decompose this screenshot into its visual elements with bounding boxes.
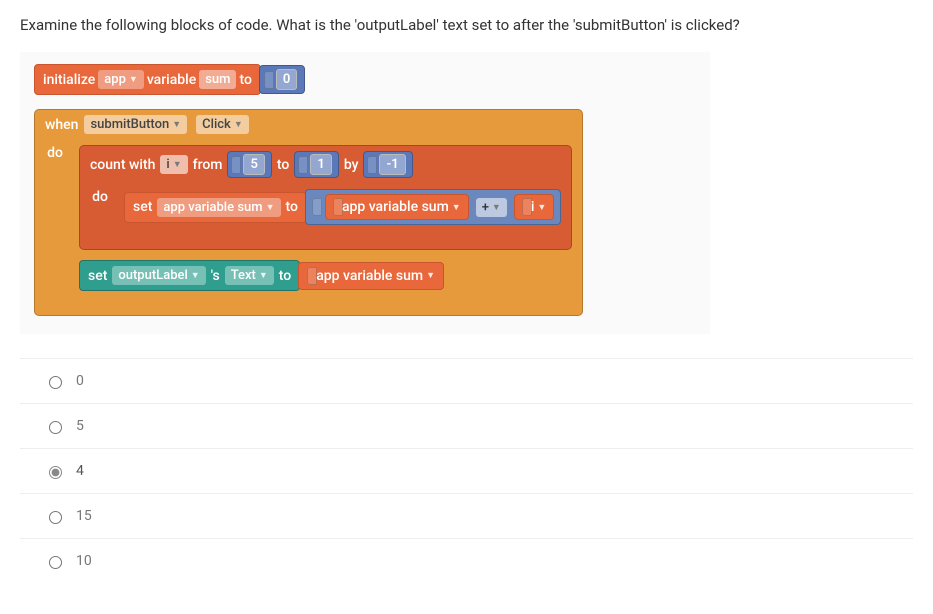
chevron-down-icon: ▼ (173, 159, 182, 170)
scope-dropdown[interactable]: app▼ (98, 70, 144, 89)
block-connector-icon (298, 156, 308, 174)
answer-label: 10 (76, 553, 92, 569)
chevron-down-icon: ▼ (266, 202, 275, 213)
chevron-down-icon: ▼ (452, 202, 461, 213)
number-value[interactable]: 0 (276, 69, 297, 90)
kw-to: to (239, 72, 251, 88)
action-dropdown[interactable]: Click▼ (196, 115, 249, 134)
set-var-block: set app variable sum▼ to (124, 192, 307, 223)
event-header: when submitButton▼ Click▼ (35, 110, 582, 139)
answer-option[interactable]: 0 (20, 358, 913, 403)
expression-block: app variable sum▼ +▼ i▼ (305, 189, 561, 225)
answer-radio[interactable] (49, 556, 62, 569)
answer-radio[interactable] (49, 421, 62, 434)
answer-label: 4 (76, 463, 84, 479)
answer-option[interactable]: 5 (20, 403, 913, 448)
kw-do: do (35, 139, 75, 301)
kw-do: do (80, 183, 120, 235)
answer-option[interactable]: 4 (20, 448, 913, 493)
loop-block: count with i▼ from 5 to 1 (79, 145, 572, 250)
kw-to: to (286, 199, 298, 215)
component-dropdown[interactable]: submitButton▼ (84, 115, 187, 134)
chevron-down-icon: ▼ (259, 270, 268, 281)
to-value[interactable]: 1 (310, 154, 331, 175)
chevron-down-icon: ▼ (492, 202, 501, 213)
set-var-row: set app variable sum▼ to (124, 189, 561, 225)
answer-radio[interactable] (49, 376, 62, 389)
from-value[interactable]: 5 (243, 154, 264, 175)
var-ref-label[interactable]: i (531, 199, 535, 215)
set-property-block: set outputLabel▼ 's Text▼ to (79, 260, 300, 291)
blocks-canvas: initialize app▼ variable sum to 0 when s… (20, 52, 710, 334)
kw-count: count with (90, 157, 155, 173)
loop-var-dropdown[interactable]: i▼ (160, 155, 187, 174)
answer-radio[interactable] (49, 466, 62, 479)
event-block: when submitButton▼ Click▼ do count with … (34, 109, 583, 316)
number-block: 5 (227, 151, 271, 178)
var-ref-block: app variable sum▼ (325, 194, 469, 220)
answer-label: 15 (76, 508, 92, 524)
apos: 's (211, 268, 220, 284)
kw-set: set (133, 199, 152, 215)
kw-to: to (277, 157, 289, 173)
kw-by: by (344, 157, 359, 173)
answer-label: 0 (76, 373, 84, 389)
var-ref-block: i▼ (514, 194, 555, 220)
answer-options: 0 5 4 15 10 (20, 358, 913, 583)
property-dropdown[interactable]: Text▼ (225, 266, 274, 285)
question-text: Examine the following blocks of code. Wh… (20, 16, 913, 34)
operator-dropdown[interactable]: +▼ (476, 198, 507, 217)
component-dropdown[interactable]: outputLabel▼ (112, 266, 205, 285)
var-ref-label[interactable]: app variable sum (342, 199, 449, 215)
number-block: -1 (363, 151, 412, 178)
kw-when: when (45, 117, 78, 133)
answer-option[interactable]: 15 (20, 493, 913, 538)
initialize-block-row: initialize app▼ variable sum to 0 (34, 64, 696, 95)
answer-option[interactable]: 10 (20, 538, 913, 583)
by-value[interactable]: -1 (379, 154, 405, 175)
var-ref-block: app variable sum▼ (298, 262, 444, 290)
block-connector-icon (367, 156, 377, 174)
answer-radio[interactable] (49, 511, 62, 524)
set-label-row: set outputLabel▼ 's Text▼ to app variabl… (79, 260, 572, 291)
chevron-down-icon: ▼ (172, 119, 181, 130)
initialize-block: initialize app▼ variable sum to (34, 64, 261, 95)
kw-set: set (88, 268, 107, 284)
loop-header: count with i▼ from 5 to 1 (80, 146, 571, 183)
kw-initialize: initialize (43, 72, 95, 88)
chevron-down-icon: ▼ (129, 74, 138, 85)
number-block: 0 (259, 65, 305, 94)
chevron-down-icon: ▼ (537, 202, 546, 213)
answer-label: 5 (76, 418, 84, 434)
number-block: 1 (294, 151, 338, 178)
block-connector-icon (231, 156, 241, 174)
var-target-dropdown[interactable]: app variable sum▼ (157, 198, 280, 217)
block-connector-icon (312, 198, 322, 216)
chevron-down-icon: ▼ (191, 270, 200, 281)
block-connector-icon (264, 71, 274, 89)
kw-to: to (279, 268, 291, 284)
varname-slot[interactable]: sum (199, 70, 236, 89)
chevron-down-icon: ▼ (234, 119, 243, 130)
kw-from: from (193, 157, 223, 173)
var-ref-label[interactable]: app variable sum (316, 268, 423, 284)
kw-variable: variable (147, 72, 196, 88)
chevron-down-icon: ▼ (426, 270, 435, 281)
